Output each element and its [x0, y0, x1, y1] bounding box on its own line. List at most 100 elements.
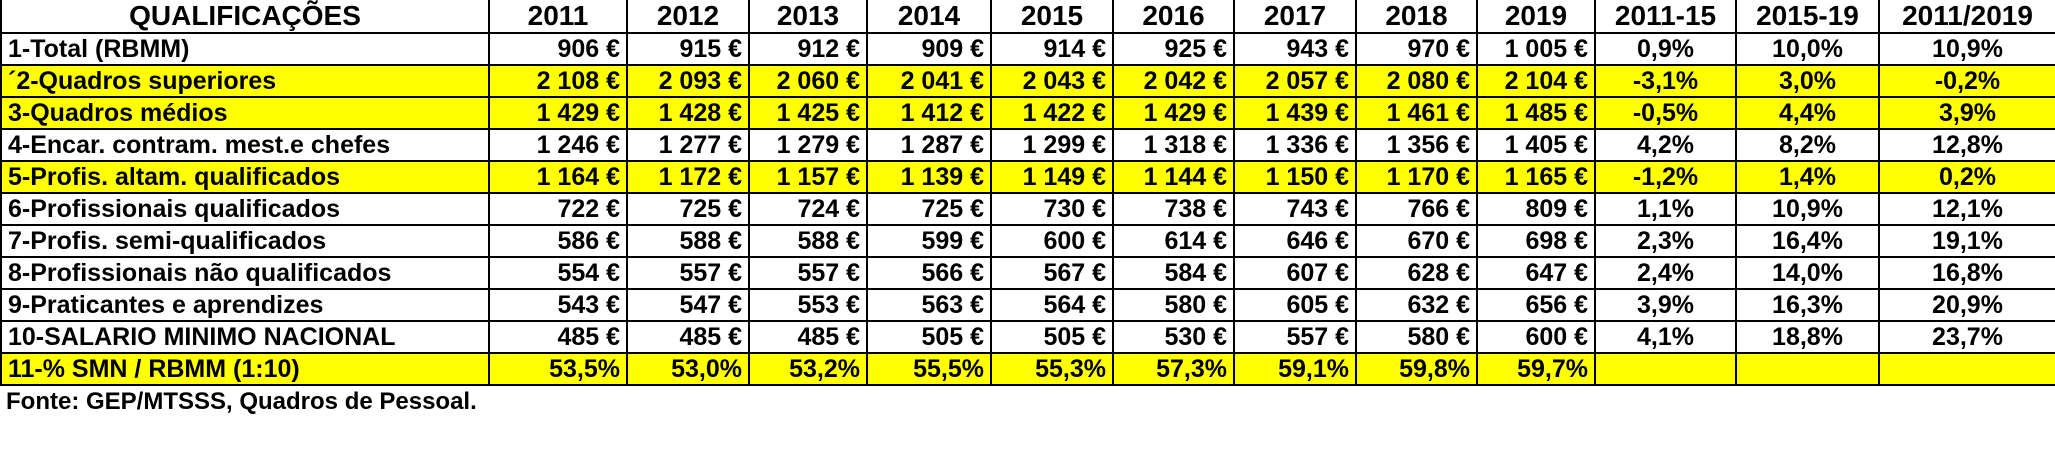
cell: 59,8%	[1355, 352, 1478, 386]
table-row: ´2-Quadros superiores 2 108 €2 093 €2 060…	[0, 64, 2055, 98]
cell: 607 €	[1233, 256, 1357, 290]
header-cell: 2015	[990, 0, 1114, 34]
cell: 14,0%	[1735, 256, 1880, 290]
cell: 580 €	[1112, 288, 1235, 322]
cell: 1 429 €	[488, 96, 628, 130]
cell: 1 485 €	[1476, 96, 1596, 130]
cell: 1,4%	[1735, 160, 1880, 194]
cell: 1 279 €	[748, 128, 868, 162]
cell: 912 €	[748, 32, 868, 66]
row-label: ´2-Quadros superiores	[0, 64, 490, 98]
empty-cell	[1878, 352, 2055, 386]
cell: 1 150 €	[1233, 160, 1357, 194]
cell: 906 €	[488, 32, 628, 66]
cell: 53,2%	[748, 352, 868, 386]
cell: 4,1%	[1594, 320, 1737, 354]
cell: 1 149 €	[990, 160, 1114, 194]
empty-cell	[1735, 352, 1880, 386]
row-label: 10-SALARIO MINIMO NACIONAL	[0, 320, 490, 354]
row-label: 5-Profis. altam. qualificados	[0, 160, 490, 194]
cell: 55,3%	[990, 352, 1114, 386]
cell: 1 157 €	[748, 160, 868, 194]
cell: 59,1%	[1233, 352, 1357, 386]
cell: 563 €	[866, 288, 992, 322]
row-label: 4-Encar. contram. mest.e chefes	[0, 128, 490, 162]
cell: 1 170 €	[1355, 160, 1478, 194]
table-row: 1-Total (RBMM) 906 €915 €912 €909 €914 €9…	[0, 32, 2055, 66]
cell: 2,4%	[1594, 256, 1737, 290]
empty-cell	[1594, 352, 1737, 386]
header-cell: QUALIFICAÇÕES	[0, 0, 490, 34]
cell: 698 €	[1476, 224, 1596, 258]
cell: 1 164 €	[488, 160, 628, 194]
cell: 23,7%	[1878, 320, 2055, 354]
cell: 1 287 €	[866, 128, 992, 162]
row-label: 9-Praticantes e aprendizes	[0, 288, 490, 322]
cell: 1 439 €	[1233, 96, 1357, 130]
header-cell: 2013	[748, 0, 868, 34]
cell: 1 428 €	[626, 96, 750, 130]
cell: 600 €	[1476, 320, 1596, 354]
cell: 12,1%	[1878, 192, 2055, 226]
cell: -0,5%	[1594, 96, 1737, 130]
cell: 580 €	[1355, 320, 1478, 354]
cell: 809 €	[1476, 192, 1596, 226]
table-row: 8-Profissionais não qualificados 554 €557…	[0, 256, 2055, 290]
cell: 2 093 €	[626, 64, 750, 98]
cell: 1 461 €	[1355, 96, 1478, 130]
cell: 600 €	[990, 224, 1114, 258]
cell: 1 412 €	[866, 96, 992, 130]
cell: -3,1%	[1594, 64, 1737, 98]
cell: 55,5%	[866, 352, 992, 386]
cell: 1,1%	[1594, 192, 1737, 226]
cell: 646 €	[1233, 224, 1357, 258]
cell: 1 246 €	[488, 128, 628, 162]
cell: 614 €	[1112, 224, 1235, 258]
cell: 557 €	[748, 256, 868, 290]
cell: 2 041 €	[866, 64, 992, 98]
cell: 566 €	[866, 256, 992, 290]
table-row: 3-Quadros médios 1 429 €1 428 €1 425 €1 4…	[0, 96, 2055, 130]
cell: 766 €	[1355, 192, 1478, 226]
cell: 0,2%	[1878, 160, 2055, 194]
cell: 1 405 €	[1476, 128, 1596, 162]
table-row: 11-% SMN / RBMM (1:10) 53,5% 53,0% 53,2% 55,…	[0, 352, 2055, 386]
cell: 53,0%	[626, 352, 750, 386]
cell: 1 429 €	[1112, 96, 1235, 130]
row-label: 3-Quadros médios	[0, 96, 490, 130]
header-cell: 2011/2019	[1878, 0, 2055, 34]
cell: 3,0%	[1735, 64, 1880, 98]
cell: 1 139 €	[866, 160, 992, 194]
cell: 20,9%	[1878, 288, 2055, 322]
cell: 2 104 €	[1476, 64, 1596, 98]
cell: 553 €	[748, 288, 868, 322]
cell: 632 €	[1355, 288, 1478, 322]
cell: 738 €	[1112, 192, 1235, 226]
header-cell: 2012	[626, 0, 750, 34]
row-label: 7-Profis. semi-qualificados	[0, 224, 490, 258]
cell: 16,3%	[1735, 288, 1880, 322]
cell: 3,9%	[1878, 96, 2055, 130]
cell: 1 425 €	[748, 96, 868, 130]
cell: 554 €	[488, 256, 628, 290]
cell: 970 €	[1355, 32, 1478, 66]
cell: 530 €	[1112, 320, 1235, 354]
cell: 628 €	[1355, 256, 1478, 290]
cell: 4,4%	[1735, 96, 1880, 130]
cell: 1 336 €	[1233, 128, 1357, 162]
cell: 909 €	[866, 32, 992, 66]
table-row: 5-Profis. altam. qualificados 1 164 € 1 17…	[0, 160, 2055, 194]
cell: 725 €	[866, 192, 992, 226]
cell: 505 €	[866, 320, 992, 354]
cell: 10,9%	[1735, 192, 1880, 226]
cell: 0,9%	[1594, 32, 1737, 66]
cell: 59,7%	[1476, 352, 1596, 386]
cell: 725 €	[626, 192, 750, 226]
cell: 10,9%	[1878, 32, 2055, 66]
table-row: 10-SALARIO MINIMO NACIONAL 485 €485 €485 …	[0, 320, 2055, 354]
cell: 10,0%	[1735, 32, 1880, 66]
cell: 2 060 €	[748, 64, 868, 98]
header-cell: 2014	[866, 0, 992, 34]
cell: 19,1%	[1878, 224, 2055, 258]
table-row: 9-Praticantes e aprendizes 543 €547 €553 …	[0, 288, 2055, 322]
